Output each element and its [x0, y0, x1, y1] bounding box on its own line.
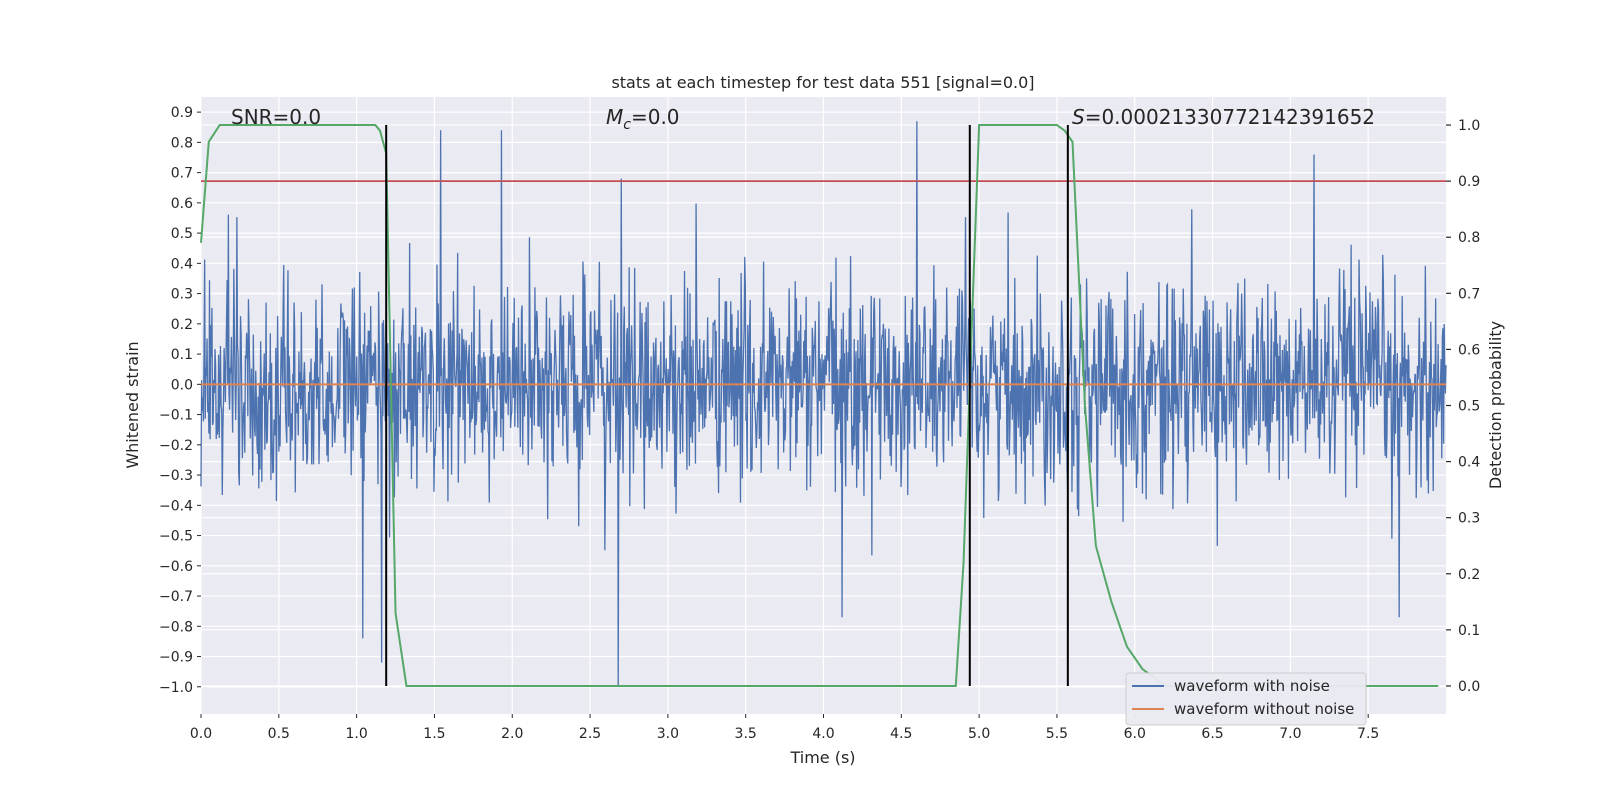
y2-axis-label: Detection probability [1486, 321, 1505, 489]
statistic-value: =0.00021330772142391652 [1085, 105, 1375, 129]
x-tick-label: 1.5 [423, 726, 445, 742]
y2-tick-label: 0.6 [1458, 342, 1480, 358]
legend-label-noise: waveform with noise [1174, 677, 1330, 695]
y2-tick-label: 0.0 [1458, 679, 1480, 695]
statistic-annotation: S=0.00021330772142391652 [1072, 105, 1375, 129]
waveform-with-noise-series [200, 121, 1447, 687]
y-tick-label: 0.4 [171, 256, 193, 272]
x-tick-label: 3.0 [657, 726, 679, 742]
y2-tick-label: 0.1 [1458, 623, 1480, 639]
y-tick-label: −0.9 [159, 650, 193, 666]
legend-label-clean: waveform without noise [1174, 700, 1354, 718]
y-tick-label: −0.3 [159, 468, 193, 484]
chirp-mass-symbol: M [606, 105, 623, 129]
noise-waveform-line [200, 121, 1447, 687]
y-tick-label: 0.3 [171, 287, 193, 303]
y2-tick-label: 0.7 [1458, 286, 1480, 302]
x-tick-label: 4.0 [812, 726, 834, 742]
y-tick-label: 0.8 [171, 135, 193, 151]
legend: waveform with noise waveform without noi… [1125, 672, 1367, 726]
vertical-marker-lines [385, 125, 1069, 686]
y-tick-label: 0.7 [171, 166, 193, 182]
y2-tick-label: 0.5 [1458, 399, 1480, 415]
chart-title: stats at each timestep for test data 551… [611, 73, 1034, 92]
snr-annotation: SNR=0.0 [231, 105, 321, 129]
y-tick-label: −0.4 [159, 498, 193, 514]
y-tick-label: 0.6 [171, 196, 193, 212]
y2-tick-label: 1.0 [1458, 118, 1480, 134]
statistic-symbol: S [1072, 105, 1085, 129]
x-tick-label: 1.0 [345, 726, 367, 742]
x-tick-label: 2.0 [501, 726, 523, 742]
y2-tick-label: 0.3 [1458, 511, 1480, 527]
y-tick-label: 0.1 [171, 347, 193, 363]
x-axis-ticks: 0.0 0.5 1.0 1.5 2.0 2.5 3.0 3.5 4.0 4.5 5.0 5.5 6.0 6… [190, 714, 1379, 742]
y-tick-label: 0.2 [171, 317, 193, 333]
y2-tick-label: 0.8 [1458, 230, 1480, 246]
x-tick-label: 0.0 [190, 726, 212, 742]
y-tick-label: 0.5 [171, 226, 193, 242]
y-tick-label: −0.7 [159, 589, 193, 605]
x-tick-label: 0.5 [268, 726, 290, 742]
detection-probability-series [200, 124, 1439, 687]
y-tick-label: −0.6 [159, 559, 193, 575]
y2-axis-ticks: 1.0 0.9 0.8 0.7 0.6 0.5 0.4 0.3 0.2 0.1 0.0 [1446, 118, 1480, 695]
y2-tick-label: 0.4 [1458, 455, 1480, 471]
x-tick-label: 6.0 [1124, 726, 1146, 742]
x-tick-label: 7.0 [1279, 726, 1301, 742]
y-axis-label: Whitened strain [123, 341, 142, 468]
chirp-mass-subscript: c [623, 117, 631, 133]
y-tick-label: 0.0 [171, 377, 193, 393]
x-axis-label: Time (s) [789, 748, 855, 767]
y-tick-label: −0.1 [159, 408, 193, 424]
y-tick-label: −0.2 [159, 438, 193, 454]
chirp-mass-annotation: Mc=0.0 [606, 105, 680, 133]
x-tick-label: 3.5 [735, 726, 757, 742]
y2-tick-label: 0.9 [1458, 174, 1480, 190]
x-tick-label: 5.0 [968, 726, 990, 742]
legend-box [1125, 672, 1367, 726]
y-tick-label: −0.5 [159, 529, 193, 545]
x-tick-label: 2.5 [579, 726, 601, 742]
chirp-mass-value: =0.0 [631, 105, 680, 129]
y-tick-label: −1.0 [159, 680, 193, 696]
y-tick-label: −0.8 [159, 619, 193, 635]
x-tick-label: 4.5 [890, 726, 912, 742]
y-axis-ticks: 0.9 0.8 0.7 0.6 0.5 0.4 0.3 0.2 0.1 0.0 −0.1 −0.2 −0… [159, 105, 201, 696]
x-tick-label: 7.5 [1357, 726, 1379, 742]
y2-tick-label: 0.2 [1458, 567, 1480, 583]
x-tick-label: 5.5 [1046, 726, 1068, 742]
x-tick-label: 6.5 [1201, 726, 1223, 742]
y-tick-label: 0.9 [171, 105, 193, 121]
detection-probability-line [200, 124, 1439, 687]
